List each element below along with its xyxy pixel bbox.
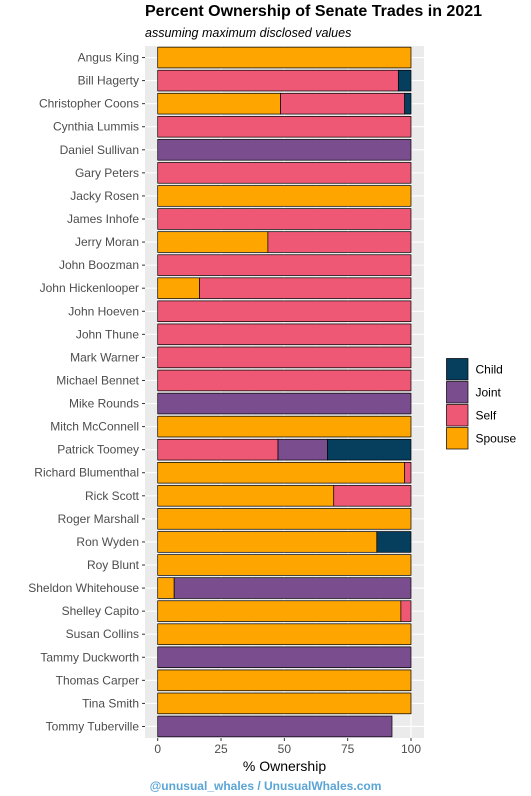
y-tick-label: Sheldon Whitehouse (28, 581, 139, 595)
bar-self (157, 162, 412, 184)
bar-spouse (157, 231, 269, 253)
y-tick-label: Tommy Tuberville (46, 719, 140, 733)
y-tick-label: Richard Blumenthal (34, 466, 139, 480)
y-tick-label: Cynthia Lummis (53, 120, 139, 134)
bar-spouse (157, 415, 412, 438)
y-tick-label: Roy Blunt (87, 558, 140, 572)
chart-title: Percent Ownership of Senate Trades in 20… (145, 3, 483, 20)
bar-self (333, 485, 412, 507)
y-tick-label: John Boozman (59, 258, 139, 272)
bar-spouse (157, 277, 200, 299)
y-tick-label: John Hickenlooper (40, 281, 139, 295)
bar-self (157, 369, 412, 392)
bar-joint (157, 139, 412, 161)
y-tick-label: Mitch McConnell (50, 420, 139, 434)
legend-label-child: Child (476, 363, 503, 377)
y-tick-label: James Inhofe (67, 212, 139, 226)
y-tick-label: Jacky Rosen (70, 189, 139, 203)
bar-child (327, 438, 412, 461)
bar-spouse (157, 531, 378, 553)
bar-spouse (157, 600, 402, 622)
y-tick-label: Rick Scott (85, 489, 140, 503)
bar-spouse (157, 577, 175, 599)
bar-spouse (157, 46, 412, 69)
y-axis: Angus King Bill Hagerty Christopher Coons C… (28, 51, 145, 733)
y-tick-label: Angus King (78, 51, 139, 65)
legend-label-spouse: Spouse (476, 432, 517, 446)
y-tick-label: Susan Collins (66, 627, 139, 641)
y-tick-label: Bill Hagerty (78, 74, 139, 88)
bar-joint (157, 715, 393, 738)
x-axis: 0 25 50 75 100 (154, 738, 421, 756)
bar-joint (157, 646, 412, 668)
legend-swatch-spouse (446, 427, 469, 450)
y-tick-label: Thomas Carper (56, 673, 139, 687)
chart-subtitle: assuming maximum disclosed values (145, 26, 352, 40)
bar-spouse (157, 485, 335, 507)
y-tick-label: Christopher Coons (39, 97, 139, 111)
credit-text: @unusual_whales / UnusualWhales.com (149, 779, 382, 793)
y-tick-label: Gary Peters (75, 166, 139, 180)
y-tick-label: Michael Bennet (56, 373, 139, 387)
bar-self (157, 254, 412, 276)
bar-spouse (157, 508, 412, 530)
bar-self (157, 208, 412, 230)
x-tick-label: 0 (154, 742, 161, 756)
x-axis-title: % Ownership (243, 758, 326, 774)
y-tick-label: Patrick Toomey (57, 443, 139, 457)
bar-self (404, 462, 412, 484)
bars (157, 46, 412, 738)
bar-child (404, 92, 412, 115)
bar-child (376, 531, 412, 553)
y-tick-label: Mike Rounds (69, 397, 139, 411)
bar-spouse (157, 92, 281, 115)
bar-spouse (157, 692, 412, 715)
y-tick-label: Ron Wyden (76, 535, 139, 549)
y-tick-label: Tina Smith (82, 696, 139, 710)
bar-self (267, 231, 412, 253)
y-tick-label: Jerry Moran (75, 235, 139, 249)
y-tick-label: Shelley Capito (62, 604, 140, 618)
bar-self (157, 323, 412, 346)
bar-self (157, 438, 279, 461)
bar-self (400, 600, 412, 622)
bar-spouse (157, 462, 406, 484)
bar-joint (173, 577, 412, 599)
bar-spouse (157, 554, 412, 576)
x-tick-label: 75 (341, 742, 355, 756)
bar-spouse (157, 185, 412, 207)
x-tick-label: 50 (278, 742, 292, 756)
bar-self (199, 277, 412, 299)
x-tick-label: 100 (401, 742, 421, 756)
y-tick-label: John Hoeven (68, 304, 139, 318)
legend: Child Joint Self Spouse (446, 358, 517, 450)
legend-swatch-child (446, 358, 469, 381)
bar-self (280, 92, 406, 115)
bar-child (397, 69, 412, 92)
y-tick-label: Tammy Duckworth (40, 650, 139, 664)
y-tick-label: Daniel Sullivan (60, 143, 139, 157)
y-tick-label: John Thune (76, 327, 139, 341)
legend-swatch-joint (446, 381, 469, 404)
bar-joint (277, 438, 328, 461)
x-tick-label: 25 (214, 742, 228, 756)
legend-swatch-self (446, 404, 469, 427)
y-tick-label: Mark Warner (70, 350, 139, 364)
legend-label-joint: Joint (476, 386, 502, 400)
bar-joint (157, 392, 412, 415)
bar-spouse (157, 669, 412, 692)
bar-self (157, 116, 412, 138)
legend-label-self: Self (476, 409, 497, 423)
bar-self (157, 69, 399, 92)
bar-self (157, 346, 412, 369)
bar-spouse (157, 623, 412, 645)
bar-self (157, 300, 412, 322)
y-tick-label: Roger Marshall (58, 512, 139, 526)
